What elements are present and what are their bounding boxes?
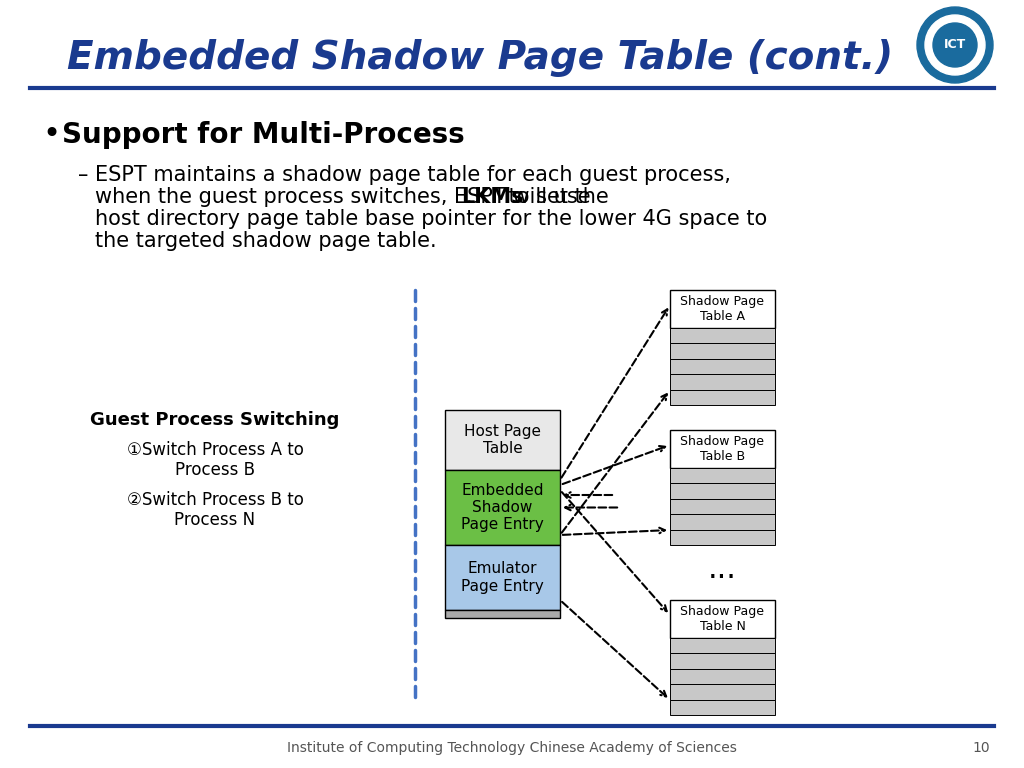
- Text: host directory page table base pointer for the lower 4G space to: host directory page table base pointer f…: [95, 209, 767, 229]
- Bar: [670, 654, 775, 669]
- Text: the targeted shadow page table.: the targeted shadow page table.: [95, 231, 436, 251]
- Text: LKMs: LKMs: [462, 187, 524, 207]
- Text: when the guest process switches, ESPT will use: when the guest process switches, ESPT wi…: [95, 187, 597, 207]
- Text: ①Switch Process A to
Process B: ①Switch Process A to Process B: [127, 441, 303, 479]
- Bar: [670, 374, 775, 389]
- Bar: [670, 600, 775, 638]
- Bar: [670, 638, 775, 654]
- Bar: [670, 515, 775, 530]
- Text: Guest Process Switching: Guest Process Switching: [90, 411, 340, 429]
- Text: to set the: to set the: [502, 187, 608, 207]
- Text: ICT: ICT: [944, 38, 966, 51]
- Bar: [670, 530, 775, 545]
- Text: ...: ...: [708, 555, 737, 584]
- Text: Embedded
Shadow
Page Entry: Embedded Shadow Page Entry: [461, 482, 544, 532]
- Bar: [445, 470, 560, 545]
- Text: 10: 10: [973, 741, 990, 755]
- Text: Shadow Page
Table A: Shadow Page Table A: [681, 295, 765, 323]
- Bar: [445, 610, 560, 618]
- Text: •: •: [42, 121, 60, 150]
- Bar: [670, 290, 775, 328]
- Text: Shadow Page
Table B: Shadow Page Table B: [681, 435, 765, 463]
- Bar: [445, 545, 560, 610]
- Text: ②Switch Process B to
Process N: ②Switch Process B to Process N: [127, 491, 303, 529]
- Circle shape: [918, 7, 993, 83]
- Bar: [670, 430, 775, 468]
- Bar: [670, 498, 775, 515]
- Bar: [670, 468, 775, 483]
- Text: Host Page
Table: Host Page Table: [464, 424, 541, 456]
- Bar: [670, 700, 775, 715]
- Text: Emulator
Page Entry: Emulator Page Entry: [461, 561, 544, 594]
- Text: Shadow Page
Table N: Shadow Page Table N: [681, 605, 765, 633]
- Text: ESPT maintains a shadow page table for each guest process,: ESPT maintains a shadow page table for e…: [95, 165, 731, 185]
- Bar: [670, 328, 775, 343]
- Bar: [670, 343, 775, 359]
- Text: –: –: [78, 165, 88, 185]
- Bar: [670, 684, 775, 700]
- Circle shape: [925, 15, 985, 75]
- Text: Support for Multi-Process: Support for Multi-Process: [62, 121, 465, 149]
- Bar: [670, 669, 775, 684]
- Bar: [445, 410, 560, 470]
- Bar: [670, 389, 775, 405]
- Circle shape: [933, 23, 977, 67]
- Bar: [670, 359, 775, 374]
- Bar: [670, 483, 775, 498]
- Text: Institute of Computing Technology Chinese Academy of Sciences: Institute of Computing Technology Chines…: [287, 741, 737, 755]
- Text: Embedded Shadow Page Table (cont.): Embedded Shadow Page Table (cont.): [67, 39, 893, 77]
